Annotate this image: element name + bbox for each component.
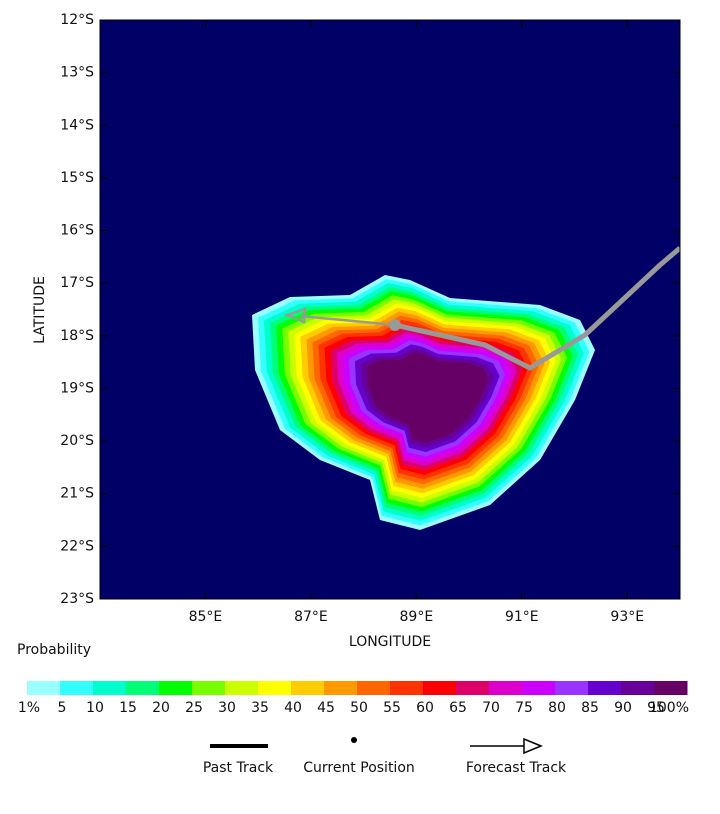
y-tick-label: 15°S	[60, 170, 94, 186]
plot-frame	[99, 19, 681, 600]
probability-contour	[367, 352, 489, 443]
y-tick-label: 12°S	[60, 12, 94, 28]
colorbar-label: 75	[515, 700, 533, 716]
colorbar-cell	[555, 681, 589, 695]
colorbar-cell	[258, 681, 292, 695]
colorbar-cell	[291, 681, 325, 695]
colorbar-cell	[522, 681, 556, 695]
current-position-swatch	[351, 737, 357, 743]
colorbar-cell	[588, 681, 622, 695]
colorbar-label: 80	[548, 700, 566, 716]
colorbar-label: 70	[482, 700, 500, 716]
past-track	[394, 246, 680, 371]
x-tick-label: 89°E	[400, 609, 434, 625]
colorbar-label: 60	[416, 700, 434, 716]
forecast-arrow	[283, 307, 307, 324]
colorbar-cell	[159, 681, 193, 695]
colorbar-label: 45	[317, 700, 335, 716]
y-tick-label: 14°S	[60, 117, 94, 133]
colorbar-label: 90	[614, 700, 632, 716]
colorbar-cell	[654, 681, 688, 695]
colorbar-label: 50	[350, 700, 368, 716]
colorbar-label: 100%	[649, 700, 689, 716]
colorbar-cell	[192, 681, 226, 695]
legend-label: Forecast Track	[466, 760, 567, 776]
colorbar-cell	[225, 681, 259, 695]
y-tick-label: 20°S	[60, 433, 94, 449]
colorbar-label: 35	[251, 700, 269, 716]
legend-label: Current Position	[303, 760, 415, 776]
colorbar-label: 40	[284, 700, 302, 716]
map-area	[100, 20, 680, 599]
current-position	[389, 319, 401, 331]
y-tick-label: 19°S	[60, 380, 94, 396]
x-tick-label: 91°E	[505, 609, 539, 625]
x-tick-label: 93°E	[610, 609, 644, 625]
colorbar-cell	[27, 681, 61, 695]
colorbar-label: 65	[449, 700, 467, 716]
colorbar-cell	[126, 681, 160, 695]
colorbar-label: 15	[119, 700, 137, 716]
colorbar-cell	[423, 681, 457, 695]
legend-label: Past Track	[203, 760, 274, 776]
colorbar-label: 10	[86, 700, 104, 716]
colorbar-cell	[489, 681, 523, 695]
forecast-track	[299, 314, 396, 327]
colorbar-label: 30	[218, 700, 236, 716]
colorbar-label: 20	[152, 700, 170, 716]
colorbar-label: 5	[58, 700, 67, 716]
x-axis-label: LONGITUDE	[349, 634, 431, 650]
colorbar-cell	[357, 681, 391, 695]
x-tick-label: 87°E	[294, 609, 328, 625]
colorbar-cell	[621, 681, 655, 695]
y-tick-label: 17°S	[60, 275, 94, 291]
colorbar-cell	[93, 681, 127, 695]
colorbar-title: Probability	[17, 642, 91, 658]
colorbar-cell	[390, 681, 424, 695]
x-tick-label: 85°E	[189, 609, 223, 625]
colorbar-cell	[324, 681, 358, 695]
y-tick-label: 23°S	[60, 591, 94, 607]
y-tick-label: 18°S	[60, 328, 94, 344]
colorbar-cell	[60, 681, 94, 695]
y-axis-label: LATITUDE	[32, 276, 48, 344]
y-tick-label: 21°S	[60, 486, 94, 502]
colorbar-cell	[456, 681, 490, 695]
y-tick-label: 22°S	[60, 538, 94, 554]
colorbar-label: 95	[647, 700, 665, 716]
colorbar-label: 1%	[18, 700, 40, 716]
forecast-arrow-swatch	[523, 737, 543, 755]
colorbar-label: 85	[581, 700, 599, 716]
colorbar-label: 25	[185, 700, 203, 716]
tracks	[283, 246, 680, 371]
y-tick-label: 16°S	[60, 223, 94, 239]
y-tick-label: 13°S	[60, 65, 94, 81]
colorbar-label: 55	[383, 700, 401, 716]
